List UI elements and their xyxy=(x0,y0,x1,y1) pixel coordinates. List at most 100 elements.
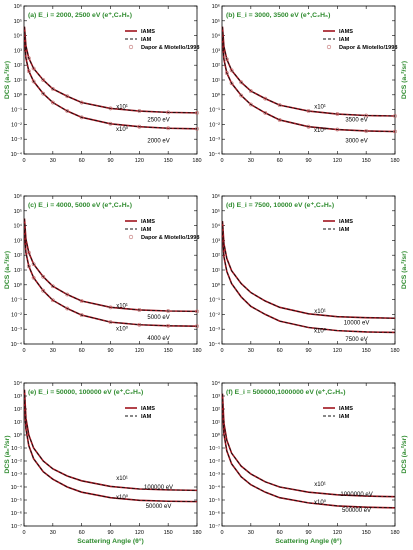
experiment-point xyxy=(263,110,268,115)
experiment-point xyxy=(31,66,36,71)
plot-frame xyxy=(221,382,396,527)
y-axis-label: DCS (a₀²/sr) xyxy=(4,61,11,99)
x-axis-label: Scattering Angle (θ°) xyxy=(275,537,342,545)
y-tick-label: 10⁰ xyxy=(14,282,23,289)
y-tick-label: 10⁻³ xyxy=(11,327,22,333)
experiment-point xyxy=(79,313,84,317)
chart-title: (d) E_i = 7500, 10000 eV (e⁺,C₂H₆) xyxy=(226,202,334,209)
x-tick-label: 120 xyxy=(135,530,144,536)
curve-annotation: 2000 eV xyxy=(147,138,169,144)
y-tick-label: 10⁻⁵ xyxy=(11,497,22,504)
experiment-point xyxy=(166,309,171,313)
x-tick-label: 150 xyxy=(362,158,371,164)
chart-panel-4: 0 30 60 90 120 150 180 10⁻⁴ 10⁻³ 10⁻² 10⁻¹ 10⁰ 10¹ 10… xyxy=(209,193,408,354)
y-tick-label: 10⁵ xyxy=(14,208,22,215)
y-tick-label: 10¹ xyxy=(14,78,22,84)
chart-title: (f) E_i = 500000,1000000 eV (e⁺,C₂H₆) xyxy=(226,389,345,396)
x-tick-label: 30 xyxy=(248,530,254,536)
x-tick-label: 180 xyxy=(390,530,399,536)
y-tick-label: 10³ xyxy=(212,238,220,244)
legend-label: IAM xyxy=(141,414,152,420)
experiment-point xyxy=(229,68,234,73)
experiment-point xyxy=(195,324,199,329)
y-tick-label: 10⁵ xyxy=(14,18,22,25)
y-tick-label: 10² xyxy=(212,63,220,69)
legend-swatch-exp xyxy=(128,44,134,50)
y-tick-label: 10⁻⁶ xyxy=(11,510,22,517)
experiment-point xyxy=(65,306,70,311)
y-tick-label: 10⁻¹ xyxy=(11,298,22,304)
experiment-point xyxy=(239,80,244,85)
y-tick-label: 10⁵ xyxy=(212,208,220,215)
series-iam-line xyxy=(222,393,396,498)
x-tick-label: 150 xyxy=(164,158,173,164)
experiment-point xyxy=(224,57,229,62)
x-tick-label: 90 xyxy=(107,530,113,536)
legend-label: IAMS xyxy=(339,29,353,35)
x-tick-label: 150 xyxy=(164,530,173,536)
y-tick-label: 10⁻² xyxy=(11,459,22,465)
curve-annotation: x10¹ xyxy=(314,309,326,315)
experiment-point xyxy=(239,93,244,98)
y-tick-label: 10² xyxy=(14,253,22,259)
y-tick-label: 10⁻⁴ xyxy=(209,484,221,491)
curve-annotation: 500000 eV xyxy=(342,508,371,514)
curve-annotation: 3000 eV xyxy=(345,138,367,144)
x-tick-label: 120 xyxy=(333,348,342,354)
experiment-point xyxy=(263,96,268,101)
y-axis-label: DCS (a₀²/sr) xyxy=(4,251,11,289)
x-tick-label: 0 xyxy=(220,530,223,536)
y-tick-label: 10⁻¹ xyxy=(209,298,220,304)
series-iams-line xyxy=(221,37,396,133)
legend-label: Dapor & Miotello/1998 xyxy=(339,45,397,51)
y-tick-label: 10⁻³ xyxy=(209,327,220,333)
x-tick-label: 30 xyxy=(248,158,254,164)
experiment-point xyxy=(166,110,171,115)
y-tick-label: 10⁻³ xyxy=(11,472,22,478)
experiment-point xyxy=(137,124,142,129)
experiment-point xyxy=(26,264,31,269)
series-iam-line xyxy=(222,232,396,333)
legend-label: IAMS xyxy=(339,406,353,412)
experiment-point xyxy=(41,78,46,82)
y-tick-label: 10² xyxy=(212,407,220,413)
y-tick-label: 10¹ xyxy=(14,420,22,426)
y-tick-label: 10⁻² xyxy=(11,312,22,318)
experiment-point xyxy=(50,284,55,289)
legend-label: IAM xyxy=(339,37,350,43)
y-tick-label: 10⁰ xyxy=(212,282,221,289)
experiment-point xyxy=(50,298,55,303)
legend-label: Dapor & Miotello/1998 xyxy=(141,235,199,241)
x-tick-label: 120 xyxy=(333,530,342,536)
legend-label: IAM xyxy=(141,37,152,43)
x-tick-label: 30 xyxy=(50,158,56,164)
curve-annotation: 10000 eV xyxy=(344,321,370,327)
curve-annotation: x10⁰ xyxy=(116,126,129,133)
curve-annotation: 4000 eV xyxy=(147,336,169,342)
x-axis-label: Scattering Angle (θ°) xyxy=(77,537,144,545)
chart-title: (b) E_i = 3000, 3500 eV (e⁺,C₂H₆) xyxy=(226,12,330,19)
y-tick-label: 10⁻³ xyxy=(209,472,220,478)
experiment-point xyxy=(277,118,282,122)
curve-annotation: x10⁰ xyxy=(116,326,129,333)
curve-annotation: x10¹ xyxy=(116,303,128,309)
curve-annotation: 7500 eV xyxy=(345,337,367,343)
experiment-point xyxy=(137,109,142,113)
y-tick-label: 10⁴ xyxy=(212,33,221,40)
y-tick-label: 10⁴ xyxy=(212,380,221,387)
experiment-point xyxy=(393,129,397,134)
y-tick-label: 10⁻¹ xyxy=(11,446,22,452)
x-tick-label: 180 xyxy=(390,158,399,164)
y-tick-label: 10¹ xyxy=(212,420,220,426)
x-tick-label: 150 xyxy=(362,530,371,536)
x-tick-label: 120 xyxy=(135,348,144,354)
x-tick-label: 150 xyxy=(164,348,173,354)
experiment-point xyxy=(364,129,369,133)
series-iam-line xyxy=(24,218,198,312)
y-tick-label: 10⁴ xyxy=(14,380,23,387)
series-iam-line xyxy=(24,26,198,114)
experiment-point xyxy=(195,126,199,131)
y-tick-label: 10² xyxy=(14,407,22,413)
y-tick-label: 10¹ xyxy=(14,268,22,274)
